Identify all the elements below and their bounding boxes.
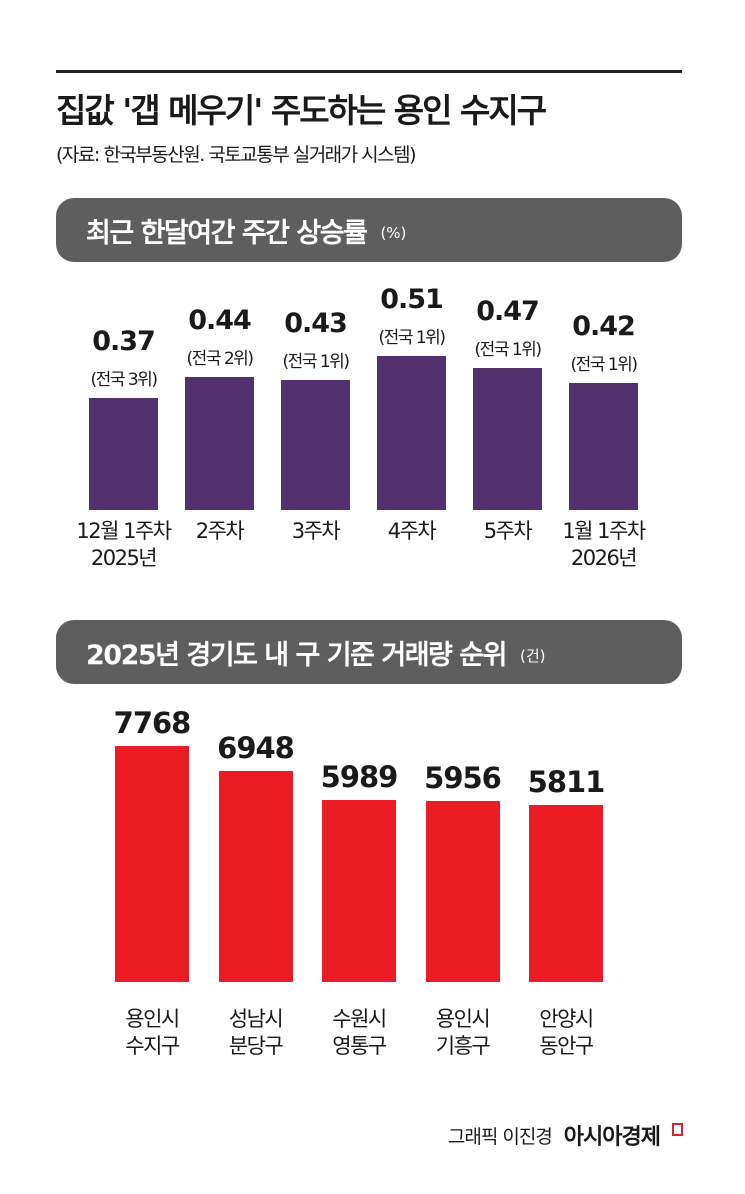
chart2-value-label: 7768 xyxy=(113,706,192,740)
chart2-unit: (건) xyxy=(519,646,546,665)
chart1-rank-annotation: (전국 1위) xyxy=(570,355,638,376)
chart1-unit: (%) xyxy=(380,224,407,242)
chart1-bar xyxy=(185,377,254,510)
credit: 그래픽 이진경 아시아경제 xyxy=(448,1119,683,1151)
chart1-title: 최근 한달여간 주간 상승률 xyxy=(86,217,368,249)
chart1-bar xyxy=(281,380,350,510)
chart1-category-label: 5주차 xyxy=(483,519,533,543)
chart2-bar xyxy=(529,805,603,982)
publisher-logo: 아시아경제 xyxy=(563,1125,661,1150)
chart1-value-label: 0.47 xyxy=(476,296,540,328)
chart2-bar xyxy=(115,746,189,982)
chart1-bar xyxy=(473,368,542,510)
chart1-category-label: 2주차 xyxy=(195,519,245,543)
chart2-category-label: 성남시 분당구 xyxy=(228,1007,284,1058)
chart2-category-label: 안양시 동안구 xyxy=(539,1007,594,1058)
chart2-value-label: 5956 xyxy=(424,761,502,796)
chart2-category-label: 용인시 수지구 xyxy=(125,1007,180,1058)
chart2-value-label: 6948 xyxy=(217,730,295,765)
chart1-bar xyxy=(89,398,158,510)
chart1-value-label: 0.42 xyxy=(572,311,636,343)
chart1-value-label: 0.51 xyxy=(380,283,444,315)
chart1-value-label: 0.43 xyxy=(284,308,348,340)
chart2-header: 2025년 경기도 내 구 기준 거래량 순위 (건) xyxy=(56,620,682,684)
chart1-rank-annotation: (전국 1위) xyxy=(474,340,542,361)
chart2-bar xyxy=(218,770,293,982)
chart2-value-label: 5989 xyxy=(320,760,399,795)
chart1-bar xyxy=(377,355,446,510)
credit-text: 그래픽 이진경 xyxy=(447,1125,553,1148)
chart1-category-label: 12월 1주차 2025년 xyxy=(76,519,172,570)
chart1-bar xyxy=(569,383,638,510)
chart1-rank-annotation: (전국 2위) xyxy=(186,349,254,370)
top-rule xyxy=(56,70,682,73)
chart1-value-label: 0.37 xyxy=(92,326,156,358)
chart2-bar xyxy=(425,801,500,982)
chart1-category-label: 3주차 xyxy=(291,519,341,543)
logo-mark-icon xyxy=(672,1122,683,1136)
chart2-bar xyxy=(322,800,396,982)
page-title: 집값 '갭 메우기' 주도하는 용인 수지구 xyxy=(56,91,547,130)
chart1-rank-annotation: (전국 1위) xyxy=(378,327,446,348)
chart1-header: 최근 한달여간 주간 상승률 (%) xyxy=(56,198,682,262)
chart2-title: 2025년 경기도 내 구 기준 거래량 순위 xyxy=(86,639,507,671)
chart2-category-label: 용인시 기흥구 xyxy=(435,1007,491,1058)
chart2-category-label: 수원시 영통구 xyxy=(332,1007,387,1058)
source-note: (자료: 한국부동산원. 국토교통부 실거래가 시스템) xyxy=(56,144,417,166)
chart1-rank-annotation: (전국 3위) xyxy=(90,370,158,391)
chart1-rank-annotation: (전국 1위) xyxy=(282,352,350,373)
chart2-value-label: 5811 xyxy=(527,765,606,800)
chart1-category-label: 4주차 xyxy=(387,519,437,543)
chart1-category-label: 1월 1주차 2026년 xyxy=(562,519,646,570)
chart1-value-label: 0.44 xyxy=(188,305,252,337)
